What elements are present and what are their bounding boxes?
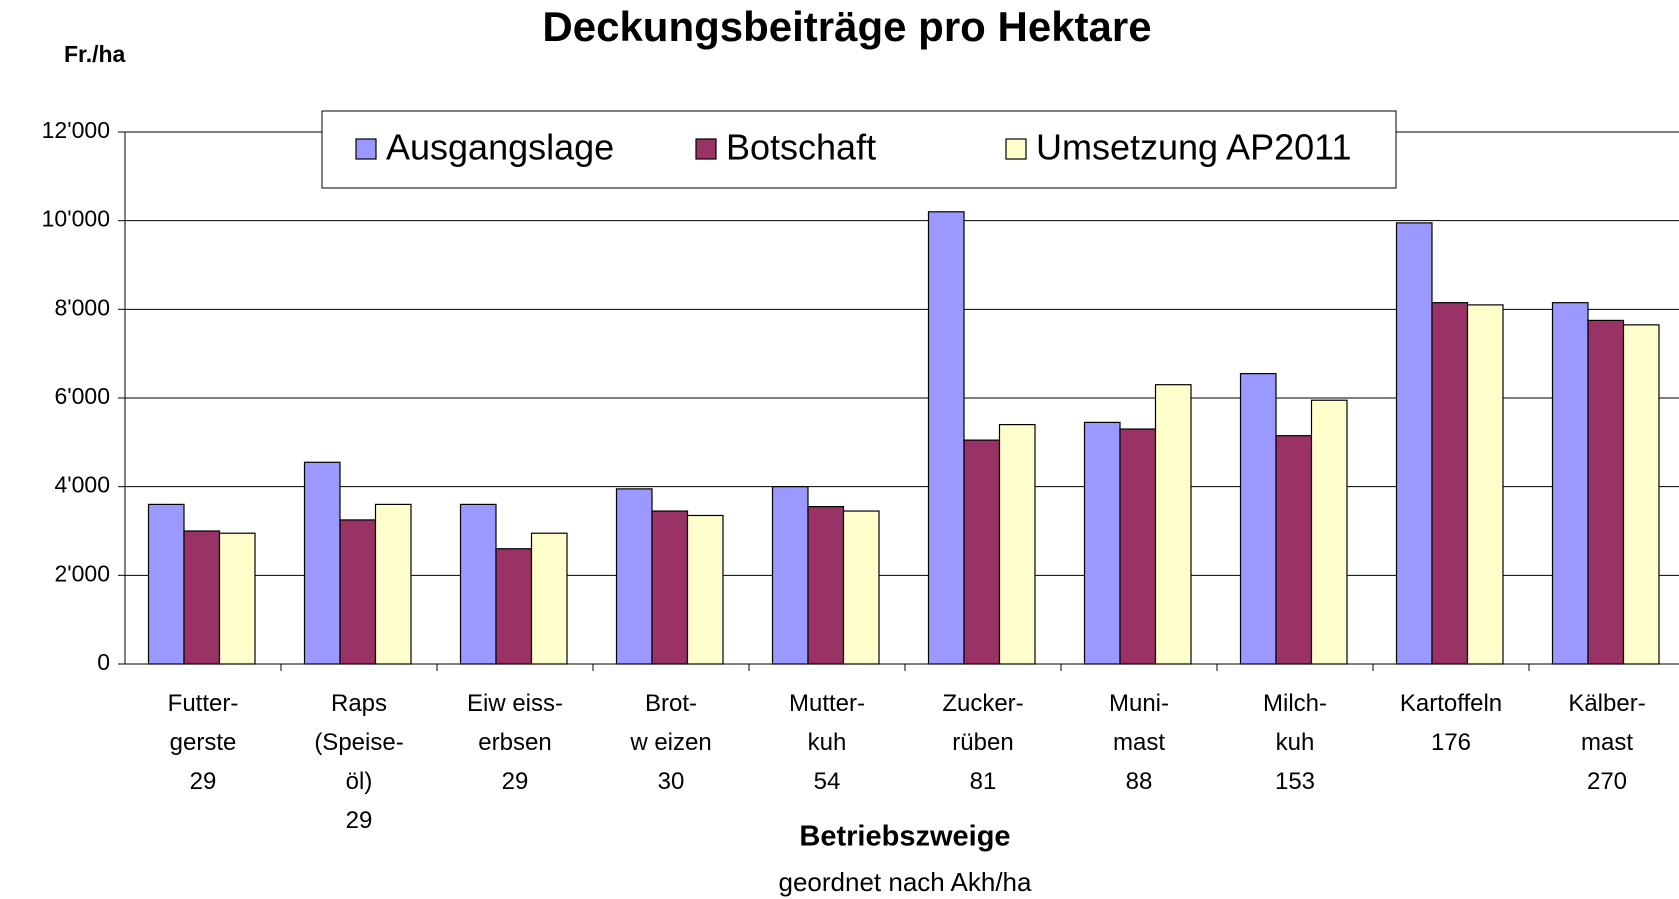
bar bbox=[147, 503, 185, 665]
bar bbox=[807, 506, 845, 665]
legend-box bbox=[321, 110, 1397, 189]
bar bbox=[771, 486, 809, 665]
bar bbox=[1395, 222, 1433, 665]
bar bbox=[1154, 384, 1192, 665]
y-tick-label: 0 bbox=[97, 649, 110, 675]
y-tick-label: 12'000 bbox=[42, 117, 110, 143]
bar bbox=[1239, 373, 1277, 665]
bar bbox=[1275, 435, 1313, 665]
bar bbox=[842, 510, 880, 665]
x-tick-label: Zucker-rüben 81 bbox=[942, 690, 1023, 795]
x-axis-label: Betriebszweige bbox=[799, 821, 1010, 853]
x-tick-label: Kälber-mast 270 bbox=[1568, 690, 1645, 795]
y-axis-label: Fr./ha bbox=[64, 41, 126, 67]
bar bbox=[303, 461, 341, 665]
bar bbox=[1587, 319, 1625, 665]
y-tick-label: 6'000 bbox=[54, 383, 110, 409]
bar bbox=[963, 439, 1001, 665]
bar bbox=[495, 548, 533, 665]
bar bbox=[218, 532, 256, 665]
bar bbox=[615, 488, 653, 665]
x-tick-label: Futter-gerste 29 bbox=[168, 690, 239, 795]
x-tick-label: Muni-mast 88 bbox=[1109, 690, 1169, 795]
bar bbox=[530, 532, 568, 665]
legend-label: Botschaft bbox=[726, 127, 876, 168]
y-tick-label: 4'000 bbox=[54, 472, 110, 498]
y-tick-label: 8'000 bbox=[54, 294, 110, 320]
x-tick-label: Eiw eiss-erbsen 29 bbox=[467, 690, 563, 795]
bar bbox=[1466, 304, 1504, 665]
legend: Ausgangslage Botschaft Umsetzung AP2011 bbox=[321, 110, 1397, 189]
x-tick-label: Milch-kuh 153 bbox=[1263, 690, 1327, 795]
legend-swatch bbox=[355, 138, 377, 160]
legend-swatch bbox=[695, 138, 717, 160]
bar bbox=[459, 503, 497, 665]
bar bbox=[651, 510, 689, 665]
bar bbox=[1310, 399, 1348, 665]
bar bbox=[1622, 324, 1660, 665]
bar bbox=[686, 514, 724, 665]
bar bbox=[183, 530, 221, 665]
bar bbox=[927, 211, 965, 665]
legend-label: Ausgangslage bbox=[386, 127, 614, 168]
bar bbox=[374, 503, 412, 665]
x-tick-label: Raps (Speise-öl) 29 bbox=[314, 690, 403, 834]
x-tick-label: Kartoffeln 176 bbox=[1400, 690, 1502, 756]
chart-title: Deckungsbeiträge pro Hektare bbox=[542, 3, 1151, 50]
x-tick-label: Mutter-kuh 54 bbox=[789, 690, 865, 795]
legend-swatch bbox=[1005, 138, 1027, 160]
x-axis-subtitle: geordnet nach Akh/ha bbox=[779, 867, 1033, 897]
y-tick-label: 10'000 bbox=[42, 206, 110, 232]
x-tick-label: Brot-w eizen 30 bbox=[629, 690, 711, 795]
bar bbox=[998, 424, 1036, 665]
legend-label: Umsetzung AP2011 bbox=[1036, 127, 1352, 168]
y-tick-label: 2'000 bbox=[54, 560, 110, 586]
bar bbox=[1083, 421, 1121, 665]
bar bbox=[1119, 428, 1157, 665]
bar bbox=[339, 519, 377, 665]
bar bbox=[1551, 302, 1589, 665]
bar bbox=[1431, 302, 1469, 665]
